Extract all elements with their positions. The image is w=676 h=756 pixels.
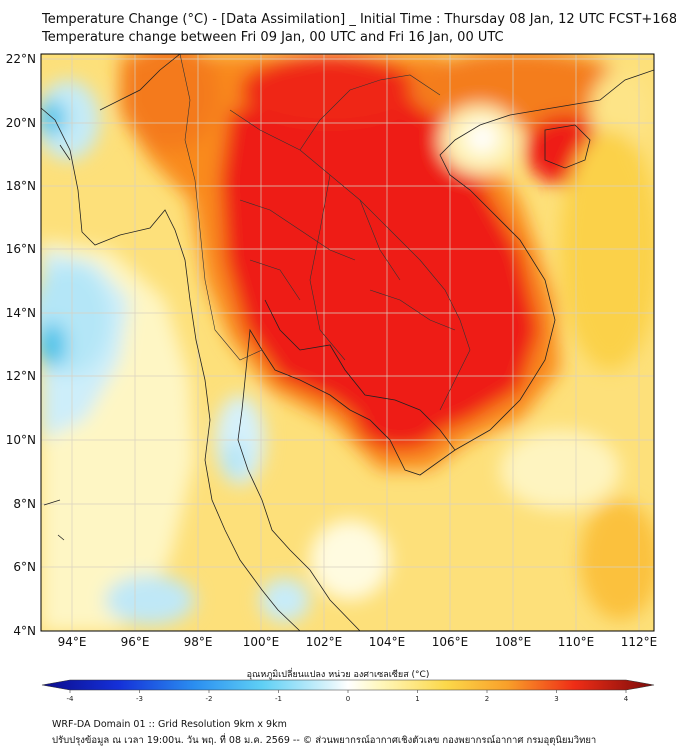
colorbar-tick-label: 1: [415, 695, 419, 703]
latitude-labels: 22°N 20°N 18°N 16°N 14°N 12°N 10°N 8°N 6…: [6, 52, 36, 638]
map-frame: [40, 53, 655, 632]
colorbar-tick-label: 0: [346, 695, 350, 703]
lat-label: 10°N: [6, 433, 36, 447]
longitude-labels: 94°E 96°E 98°E 100°E 102°E 104°E 106°E 1…: [58, 635, 658, 649]
colorbar-ticks: [69, 690, 627, 693]
footer-credit: ปรับปรุงข้อมูล ณ เวลา 19:00น. วัน พฤ. ที…: [52, 735, 597, 746]
coastlines: [41, 54, 654, 631]
lat-label: 22°N: [6, 52, 36, 66]
colorbar-tick-label: -1: [275, 695, 282, 703]
lon-label: 100°E: [243, 635, 280, 649]
lon-label: 108°E: [495, 635, 532, 649]
lat-label: 8°N: [13, 497, 36, 511]
lat-label: 14°N: [6, 306, 36, 320]
colorbar-tick-label: -3: [136, 695, 143, 703]
lat-label: 16°N: [6, 242, 36, 256]
lon-label: 94°E: [58, 635, 87, 649]
lat-label: 6°N: [13, 560, 36, 574]
lon-label: 102°E: [306, 635, 343, 649]
lat-label: 20°N: [6, 116, 36, 130]
colorbar-tick-label: 2: [485, 695, 489, 703]
colorbar-tick-label: -4: [67, 695, 75, 703]
lat-label: 18°N: [6, 179, 36, 193]
footer-domain-info: WRF-DA Domain 01 :: Grid Resolution 9km …: [52, 719, 287, 730]
colorbar-tick-label: 3: [554, 695, 558, 703]
colorbar: [41, 679, 655, 691]
colorbar-title: อุณหภูมิเปลี่ยนแปลง หน่วย องศาเซลเซียส (…: [246, 670, 430, 680]
lon-label: 110°E: [558, 635, 595, 649]
colorbar-tick-label: 4: [624, 695, 629, 703]
graticule: [41, 54, 654, 631]
lon-label: 112°E: [621, 635, 658, 649]
lon-label: 104°E: [369, 635, 406, 649]
chart-subtitle: Temperature change between Fri 09 Jan, 0…: [42, 30, 504, 45]
lat-label: 4°N: [13, 624, 36, 638]
lat-label: 12°N: [6, 369, 36, 383]
country-borders: [179, 54, 471, 411]
lon-label: 96°E: [121, 635, 150, 649]
colorbar-labels: -4 -3 -2 -1 0 1 2 3 4: [67, 695, 629, 703]
colorbar-tick-label: -2: [206, 695, 213, 703]
temperature-field: [41, 54, 654, 631]
chart-title: Temperature Change (°C) - [Data Assimila…: [42, 12, 676, 27]
lon-label: 98°E: [184, 635, 213, 649]
lon-label: 106°E: [432, 635, 469, 649]
